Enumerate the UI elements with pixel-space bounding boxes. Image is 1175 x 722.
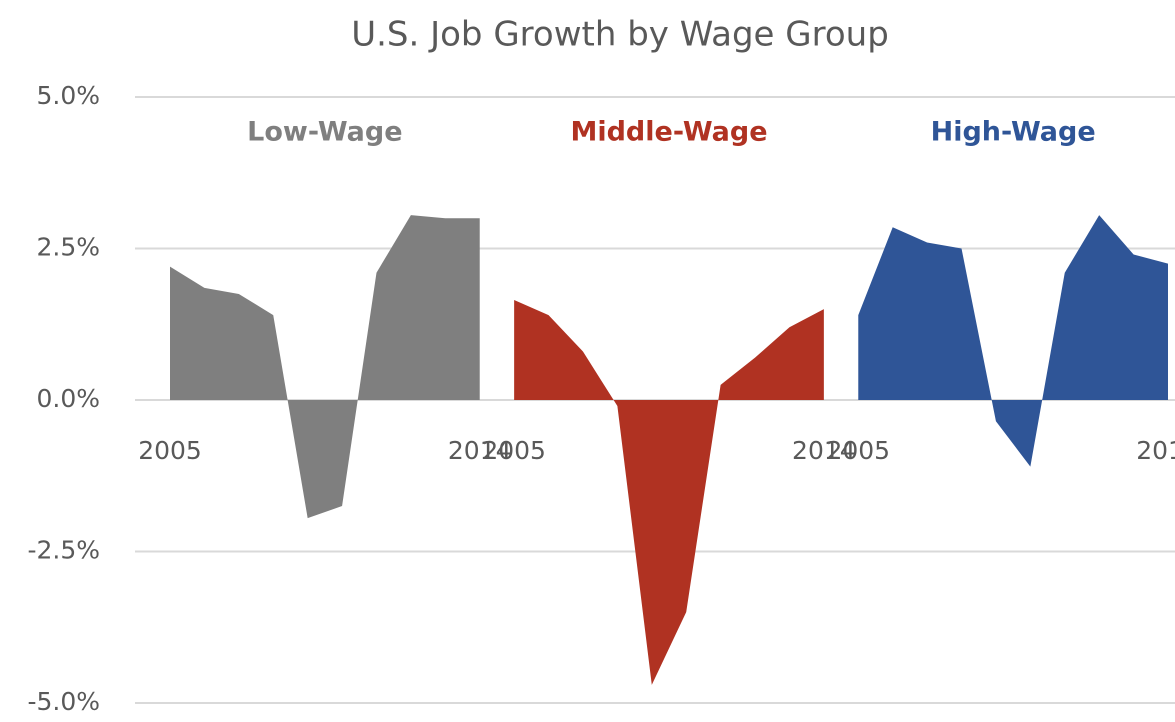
series-label: High-Wage: [931, 117, 1096, 148]
area: [858, 215, 1168, 467]
x-tick-label: 2005: [826, 436, 890, 465]
x-tick-label: 2014: [792, 436, 856, 465]
x-tick-label: 2005: [482, 436, 546, 465]
area: [170, 215, 480, 519]
y-tick-label: 0.0%: [36, 384, 100, 413]
x-tick-label: 2005: [138, 436, 202, 465]
series-label: Low-Wage: [247, 117, 402, 148]
y-tick-label: -5.0%: [27, 687, 100, 716]
chart-title: U.S. Job Growth by Wage Group: [351, 15, 889, 55]
y-tick-label: 5.0%: [36, 81, 100, 110]
x-tick-label: 2014: [448, 436, 512, 465]
area: [514, 300, 824, 685]
x-tick-label: 2014: [1136, 436, 1175, 465]
y-tick-label: -2.5%: [27, 536, 100, 565]
series-label: Middle-Wage: [570, 117, 767, 148]
y-tick-label: 2.5%: [36, 233, 100, 262]
